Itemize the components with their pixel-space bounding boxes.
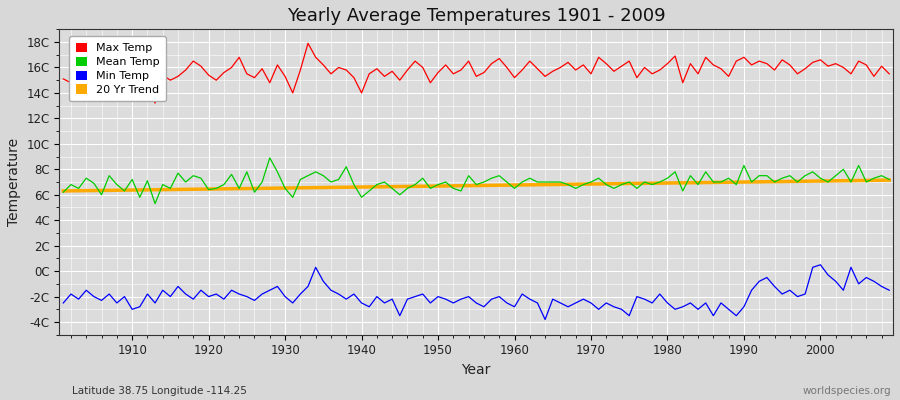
Y-axis label: Temperature: Temperature <box>7 138 21 226</box>
Legend: Max Temp, Mean Temp, Min Temp, 20 Yr Trend: Max Temp, Mean Temp, Min Temp, 20 Yr Tre… <box>69 36 166 102</box>
Title: Yearly Average Temperatures 1901 - 2009: Yearly Average Temperatures 1901 - 2009 <box>287 7 666 25</box>
Text: Latitude 38.75 Longitude -114.25: Latitude 38.75 Longitude -114.25 <box>72 386 247 396</box>
Text: worldspecies.org: worldspecies.org <box>803 386 891 396</box>
X-axis label: Year: Year <box>462 363 491 377</box>
